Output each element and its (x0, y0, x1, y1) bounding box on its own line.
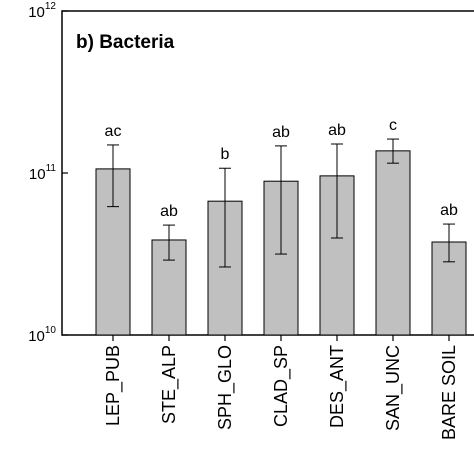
value-label: c (389, 117, 397, 134)
x-tick-label: CLAD_SP (271, 345, 292, 427)
y-tick-exponent: 12 (45, 1, 57, 12)
y-tick-base: 10 (28, 4, 45, 21)
x-tick-label: SAN_UNC (383, 345, 404, 431)
y-tick-exponent: 11 (46, 163, 57, 174)
bar (375, 150, 411, 336)
value-label: ab (328, 122, 346, 139)
x-tick-label: LEP_PUB (103, 345, 124, 426)
value-label: ab (272, 124, 290, 141)
y-tick-base: 10 (28, 328, 45, 345)
value-label: ac (105, 123, 122, 140)
chart-title: b) Bacteria (76, 32, 175, 53)
value-label: b (221, 146, 230, 163)
x-tick-label: BARE SOIL (439, 345, 459, 440)
value-label: ab (160, 203, 178, 220)
value-label: ab (440, 202, 458, 219)
y-tick-base: 10 (29, 166, 46, 183)
y-tick-exponent: 10 (45, 325, 57, 336)
y-tick-label: 1010 (28, 325, 56, 345)
x-tick-label: STE_ALP (159, 345, 180, 424)
x-tick-label: SPH_GLO (215, 345, 236, 430)
y-tick-label: 1012 (28, 1, 56, 21)
y-tick-label: 1011 (29, 163, 57, 183)
x-tick-label: DES_ANT (327, 345, 348, 428)
